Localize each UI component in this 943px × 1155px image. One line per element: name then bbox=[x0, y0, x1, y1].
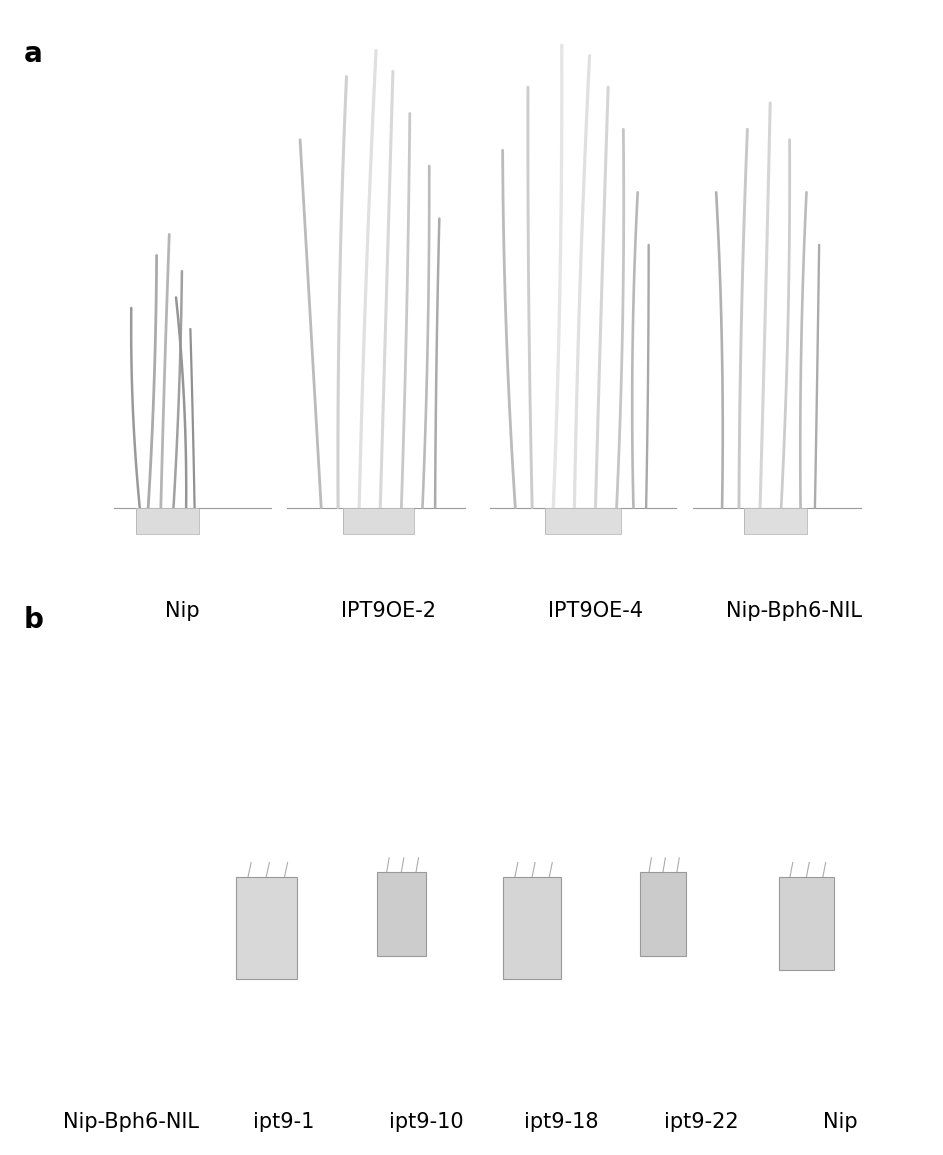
Bar bbox=[342, 508, 414, 534]
Bar bbox=[377, 872, 426, 956]
Text: IPT9OE-4: IPT9OE-4 bbox=[548, 601, 643, 620]
Text: ipt9-18: ipt9-18 bbox=[524, 1112, 599, 1132]
Bar bbox=[236, 877, 297, 979]
Text: ipt9-22: ipt9-22 bbox=[664, 1112, 738, 1132]
Text: Nip: Nip bbox=[165, 601, 199, 620]
Text: Nip-Bph6-NIL: Nip-Bph6-NIL bbox=[63, 1112, 199, 1132]
Bar bbox=[545, 508, 620, 534]
Text: a: a bbox=[24, 40, 42, 68]
Bar bbox=[342, 508, 414, 534]
Text: IPT9OE-2: IPT9OE-2 bbox=[341, 601, 437, 620]
Bar bbox=[744, 508, 807, 534]
Text: ipt9-1: ipt9-1 bbox=[253, 1112, 314, 1132]
Bar bbox=[545, 508, 620, 534]
Bar bbox=[639, 872, 687, 956]
Text: Nip: Nip bbox=[823, 1112, 857, 1132]
Text: ipt9-10: ipt9-10 bbox=[389, 1112, 464, 1132]
Bar bbox=[504, 877, 561, 979]
Bar bbox=[779, 877, 834, 970]
Text: b: b bbox=[24, 606, 43, 634]
Bar bbox=[744, 508, 807, 534]
Bar bbox=[136, 508, 199, 534]
Text: Nip-Bph6-NIL: Nip-Bph6-NIL bbox=[726, 601, 862, 620]
Bar bbox=[136, 508, 199, 534]
